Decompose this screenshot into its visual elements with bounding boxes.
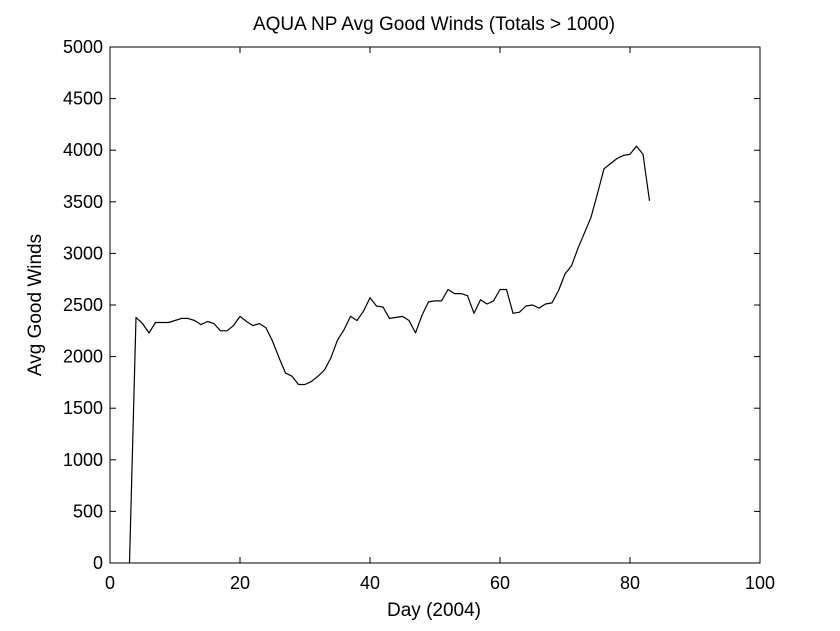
y-tick-label: 2500 (63, 295, 103, 315)
y-axis: 0 500 1000 1500 2000 2500 3000 3500 4000 4500 5000 (63, 37, 760, 573)
series-group (128, 145, 651, 564)
y-tick-label: 1500 (63, 398, 103, 418)
y-tick-label: 4500 (63, 89, 103, 109)
chart-title: AQUA NP Avg Good Winds (Totals > 1000) (253, 14, 615, 35)
x-tick-label: 60 (490, 573, 510, 593)
y-tick-label: 5000 (63, 37, 103, 57)
y-tick-label: 3000 (63, 243, 103, 263)
x-tick-label: 20 (230, 573, 250, 593)
x-axis: 0 20 40 60 80 100 (105, 47, 775, 593)
y-tick-label: 3500 (63, 192, 103, 212)
series-line (128, 145, 651, 564)
x-tick-label: 100 (745, 573, 775, 593)
y-tick-label: 1000 (63, 450, 103, 470)
y-axis-title: Avg Good Winds (25, 234, 46, 376)
y-tick-label: 0 (93, 553, 103, 573)
x-tick-label: 0 (105, 573, 115, 593)
plot-frame (109, 46, 761, 564)
y-tick-label: 500 (73, 501, 103, 521)
x-axis-title: Day (2004) (387, 600, 481, 621)
x-tick-label: 40 (360, 573, 380, 593)
y-tick-label: 4000 (63, 140, 103, 160)
x-tick-label: 80 (620, 573, 640, 593)
y-tick-label: 2000 (63, 347, 103, 367)
